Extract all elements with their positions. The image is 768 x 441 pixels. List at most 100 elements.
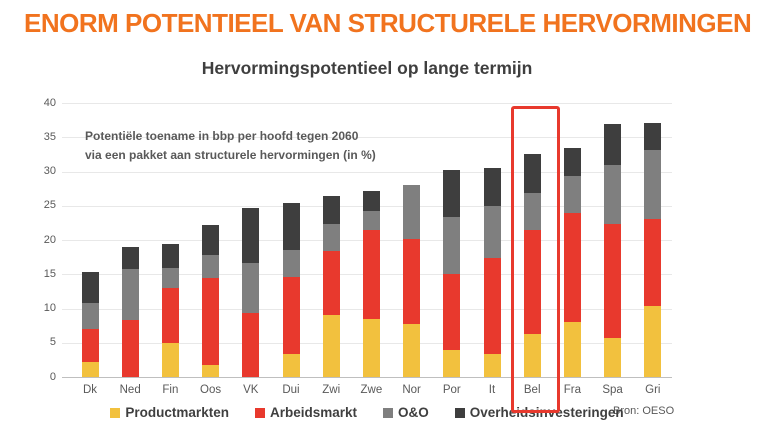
bar-segment-productmarkten: [483, 354, 501, 377]
legend-swatch-icon: [254, 407, 265, 418]
bar-segment-o-o: [121, 269, 139, 321]
x-axis-label-bel: Bel: [523, 384, 541, 396]
bar-segment-productmarkten: [644, 306, 662, 377]
bar-segment-overheidsinvesteringen: [523, 153, 541, 193]
bar-segment-productmarkten: [523, 333, 541, 377]
bar-segment-o-o: [644, 150, 662, 220]
bar-segment-productmarkten: [161, 342, 179, 377]
y-axis-tick-label: 20: [43, 233, 56, 246]
bar-segment-overheidsinvesteringen: [644, 122, 662, 151]
bar-segment-arbeidsmarkt: [483, 257, 501, 355]
x-axis-label-zwi: Zwi: [322, 384, 341, 396]
y-axis-tick-label: 5: [49, 336, 56, 349]
bar-nor: [403, 185, 421, 377]
legend-swatch-icon: [110, 407, 121, 418]
bar-segment-overheidsinvesteringen: [563, 148, 581, 177]
bar-segment-arbeidsmarkt: [322, 250, 340, 316]
bar-segment-o-o: [523, 192, 541, 230]
slide-heading: ENORM POTENTIEEL VAN STRUCTURELE HERVORM…: [24, 8, 752, 38]
legend-item-arbeidsmarkt: Arbeidsmarkt: [254, 405, 357, 420]
bar-segment-overheidsinvesteringen: [202, 224, 220, 256]
chart-title: Hervormingspotentieel op lange termijn: [201, 58, 533, 78]
gridline: [62, 137, 672, 139]
bar-segment-o-o: [362, 211, 380, 231]
bar-segment-o-o: [202, 255, 220, 278]
x-axis-label-oos: Oos: [200, 384, 222, 396]
x-axis-label-it: It: [488, 384, 496, 396]
bar-segment-overheidsinvesteringen: [121, 246, 139, 270]
bar-dk: [81, 272, 99, 377]
bar-segment-arbeidsmarkt: [202, 277, 220, 366]
gridline: [62, 171, 672, 173]
y-axis-tick-label: 30: [43, 165, 56, 177]
x-axis-label-gri: Gri: [645, 384, 661, 396]
x-axis-label-ned: Ned: [119, 384, 141, 396]
chart-annotation: Potentiële toename in bbp per hoofd tege…: [85, 127, 376, 164]
bar-segment-arbeidsmarkt: [644, 219, 662, 307]
bar-segment-arbeidsmarkt: [362, 230, 380, 319]
bar-por: [443, 170, 461, 377]
bar-segment-arbeidsmarkt: [563, 212, 581, 323]
bar-segment-productmarkten: [443, 349, 461, 377]
bar-dui: [282, 203, 300, 377]
bar-segment-productmarkten: [563, 322, 581, 377]
bar-segment-o-o: [604, 164, 622, 224]
highlight-rect: [510, 106, 560, 413]
bar-segment-arbeidsmarkt: [604, 223, 622, 338]
x-axis-label-dk: Dk: [82, 384, 98, 396]
bar-spa: [604, 124, 622, 377]
bar-segment-productmarkten: [604, 337, 622, 377]
source-label: Bron: OESO: [613, 405, 675, 417]
bar-segment-arbeidsmarkt: [523, 229, 541, 334]
bar-segment-arbeidsmarkt: [161, 287, 179, 343]
x-axis-label-por: Por: [442, 384, 461, 396]
legend-label: O&O: [398, 405, 429, 420]
bar-segment-productmarkten: [362, 318, 380, 377]
bar-oos: [202, 224, 220, 377]
x-axis-line: [62, 377, 672, 378]
legend-label: Arbeidsmarkt: [269, 405, 357, 420]
x-axis-label-fra: Fra: [563, 384, 582, 396]
legend-label: Productmarkten: [125, 405, 229, 420]
bar-segment-overheidsinvesteringen: [161, 244, 179, 269]
x-axis-label-zwe: Zwe: [360, 384, 383, 396]
bar-segment-overheidsinvesteringen: [362, 191, 380, 212]
bar-it: [483, 168, 501, 377]
bar-segment-arbeidsmarkt: [282, 277, 300, 355]
bar-segment-o-o: [81, 303, 99, 330]
bar-segment-overheidsinvesteringen: [322, 196, 340, 224]
bar-fra: [563, 148, 581, 377]
bar-segment-o-o: [443, 217, 461, 275]
bar-segment-productmarkten: [403, 323, 421, 377]
bar-segment-o-o: [161, 268, 179, 288]
legend-item-productmarkten: Productmarkten: [110, 405, 229, 420]
bar-zwi: [322, 196, 340, 377]
bar-fin: [161, 244, 179, 377]
bar-segment-o-o: [483, 205, 501, 258]
legend-swatch-icon: [454, 407, 465, 418]
y-axis-tick-label: 0: [49, 370, 56, 383]
x-axis-label-nor: Nor: [402, 384, 421, 396]
legend-swatch-icon: [383, 407, 393, 418]
bar-segment-productmarkten: [202, 365, 220, 377]
x-axis-label-vk: VK: [243, 384, 259, 396]
bar-segment-productmarkten: [282, 354, 300, 377]
x-axis-label-dui: Dui: [282, 384, 300, 396]
bar-segment-overheidsinvesteringen: [483, 168, 501, 206]
bar-segment-overheidsinvesteringen: [443, 170, 461, 218]
bar-segment-arbeidsmarkt: [81, 329, 99, 362]
bar-segment-productmarkten: [81, 361, 99, 377]
bar-segment-arbeidsmarkt: [242, 312, 260, 377]
bar-vk: [242, 207, 260, 377]
bar-ned: [121, 246, 139, 377]
y-axis-tick-label: 35: [43, 130, 56, 143]
legend-item-o-o: O&O: [383, 405, 429, 420]
bar-gri: [644, 122, 662, 377]
bar-zwe: [362, 191, 380, 377]
bar-segment-o-o: [242, 262, 260, 313]
bar-segment-o-o: [282, 250, 300, 278]
y-axis-tick-label: 15: [43, 267, 56, 280]
bar-segment-overheidsinvesteringen: [282, 203, 300, 251]
bar-segment-arbeidsmarkt: [403, 238, 421, 324]
x-axis-label-spa: Spa: [602, 384, 623, 396]
